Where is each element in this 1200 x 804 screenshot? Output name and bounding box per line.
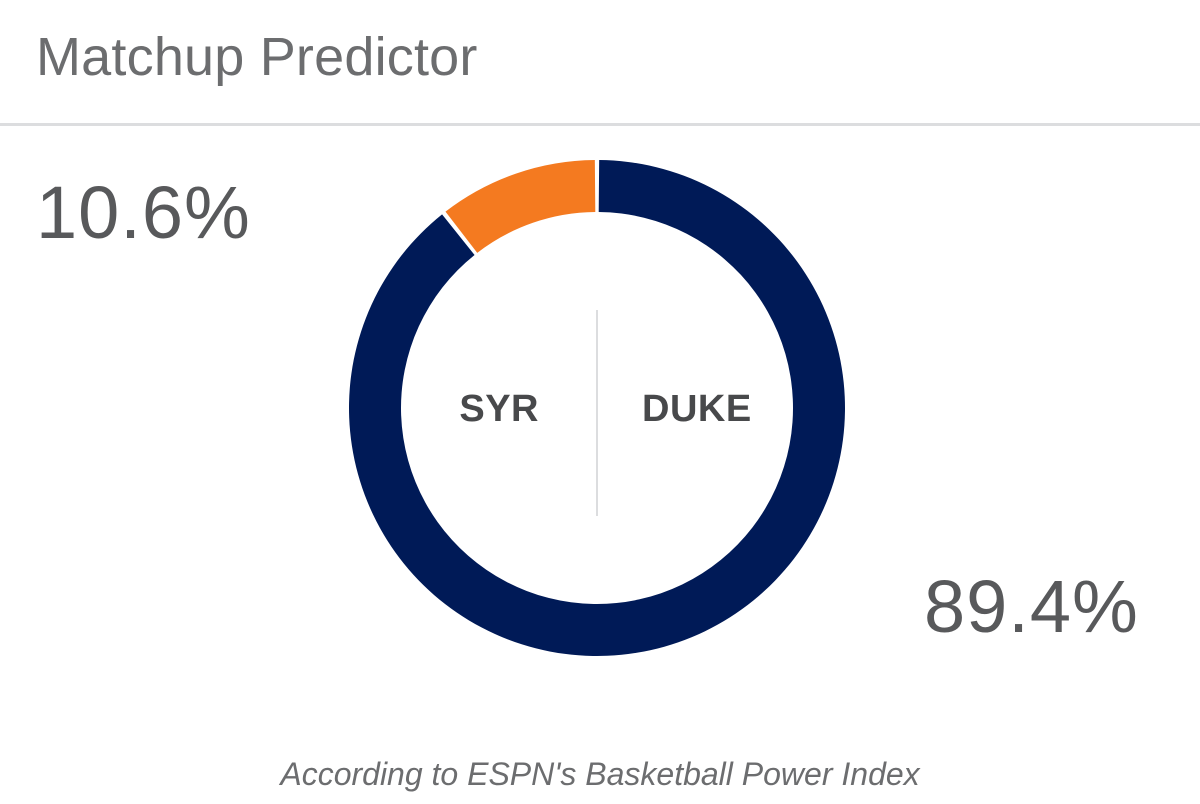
- source-footnote: According to ESPN's Basketball Power Ind…: [280, 756, 920, 792]
- away-win-pct-label: 10.6%: [36, 171, 251, 254]
- donut-slice-syr: [445, 160, 596, 253]
- away-team-abbr: SYR: [459, 388, 539, 430]
- away-team-label: SYR: [0, 388, 580, 431]
- home-win-pct-label: 89.4%: [924, 565, 1139, 648]
- center-divider: [596, 310, 598, 516]
- header-divider: [0, 123, 1200, 126]
- home-team-label: DUKE: [642, 388, 752, 430]
- chart-title: Matchup Predictor: [36, 27, 478, 87]
